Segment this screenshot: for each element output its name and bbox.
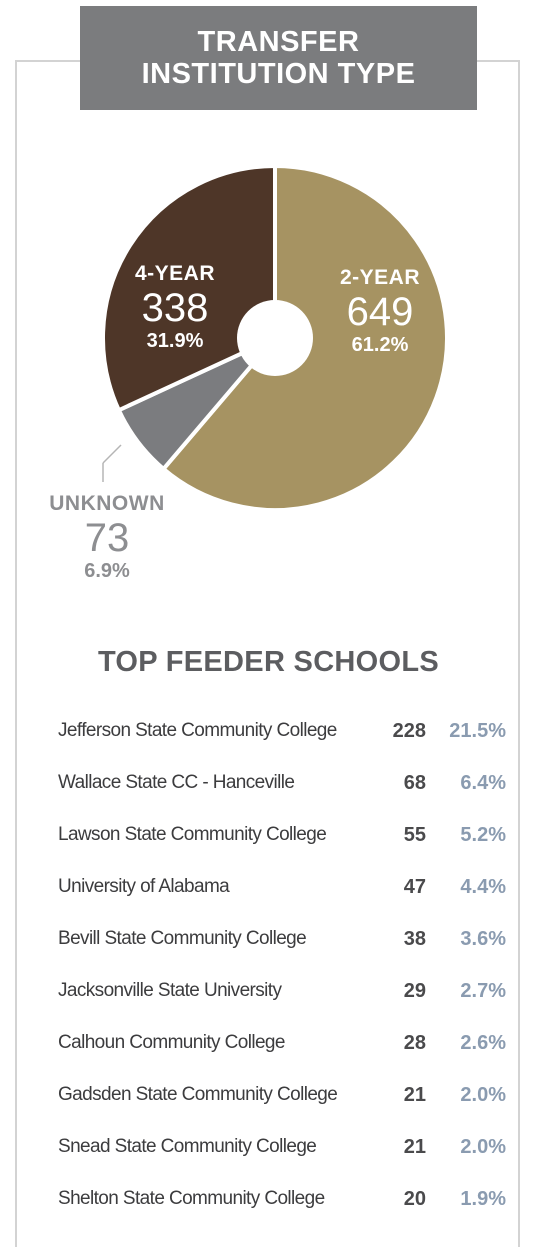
transfer-count: 29 <box>403 979 426 1002</box>
unknown-leader-line <box>102 444 122 464</box>
chart-title-line-2: INSTITUTION TYPE <box>141 58 416 90</box>
transfer-percent: 2.0% <box>460 1135 506 1158</box>
transfer-count: 68 <box>403 771 426 794</box>
school-name: Wallace State CC - Hanceville <box>58 772 295 793</box>
transfer-percent: 2.0% <box>460 1083 506 1106</box>
chart-title-line-1: TRANSFER <box>197 26 360 58</box>
transfer-count: 38 <box>403 927 426 950</box>
transfer-count: 228 <box>392 719 426 742</box>
transfer-count: 28 <box>403 1031 426 1054</box>
transfer-percent: 21.5% <box>449 719 506 742</box>
transfer-percent: 5.2% <box>460 823 506 846</box>
label-2-year-percent: 61.2% <box>351 334 409 356</box>
school-name: Jacksonville State University <box>58 980 282 1001</box>
transfer-count: 20 <box>403 1187 426 1210</box>
table-row: Jacksonville State University 29 2.7% <box>58 965 508 1017</box>
pie-chart <box>100 164 449 512</box>
label-4-year-name: 4-YEAR <box>134 262 216 285</box>
school-name: Jefferson State Community College <box>58 720 337 741</box>
label-unknown-percent: 6.9% <box>84 560 130 582</box>
transfer-count: 47 <box>403 875 426 898</box>
table-row: Jefferson State Community College 228 21.5… <box>58 705 508 757</box>
label-2-year-count: 649 <box>346 290 414 334</box>
transfer-percent: 2.6% <box>460 1031 506 1054</box>
school-name: Calhoun Community College <box>58 1032 285 1053</box>
table-row: Snead State Community College 21 2.0% <box>58 1121 508 1173</box>
school-name: University of Alabama <box>58 876 230 897</box>
table-row: Gadsden State Community College 21 2.0% <box>58 1069 508 1121</box>
transfer-percent: 4.4% <box>460 875 506 898</box>
label-4-year: 4-YEAR 338 31.9% <box>105 262 245 353</box>
table-row: Bevill State Community College 38 3.6% <box>58 913 508 965</box>
transfer-percent: 3.6% <box>460 927 506 950</box>
label-unknown-name: UNKNOWN <box>49 492 165 515</box>
transfer-count: 21 <box>403 1083 426 1106</box>
label-unknown-count: 73 <box>84 516 130 560</box>
table-row: Shelton State Community College 20 1.9% <box>58 1173 508 1225</box>
label-2-year: 2-YEAR 649 61.2% <box>310 266 450 357</box>
label-4-year-percent: 31.9% <box>146 330 204 352</box>
feeder-title: TOP FEEDER SCHOOLS <box>97 646 440 678</box>
label-4-year-count: 338 <box>141 286 209 330</box>
table-row: Wallace State CC - Hanceville 68 6.4% <box>58 757 508 809</box>
school-name: Bevill State Community College <box>58 928 307 949</box>
pie-slice-4-year <box>100 164 277 413</box>
transfer-percent: 2.7% <box>460 979 506 1002</box>
feeder-table: Jefferson State Community College 228 21.5… <box>58 705 508 1225</box>
table-row: Lawson State Community College 55 5.2% <box>58 809 508 861</box>
transfer-count: 55 <box>403 823 426 846</box>
transfer-percent: 1.9% <box>460 1187 506 1210</box>
label-2-year-name: 2-YEAR <box>339 266 421 289</box>
school-name: Lawson State Community College <box>58 824 327 845</box>
table-row: University of Alabama 47 4.4% <box>58 861 508 913</box>
transfer-percent: 6.4% <box>460 771 506 794</box>
label-unknown: UNKNOWN 73 6.9% <box>32 492 182 583</box>
table-row: Calhoun Community College 28 2.6% <box>58 1017 508 1069</box>
school-name: Snead State Community College <box>58 1136 317 1157</box>
school-name: Gadsden State Community College <box>58 1084 338 1105</box>
transfer-count: 21 <box>403 1135 426 1158</box>
chart-title: TRANSFER INSTITUTION TYPE <box>80 6 477 110</box>
school-name: Shelton State Community College <box>58 1188 325 1209</box>
donut-hole <box>237 300 313 376</box>
